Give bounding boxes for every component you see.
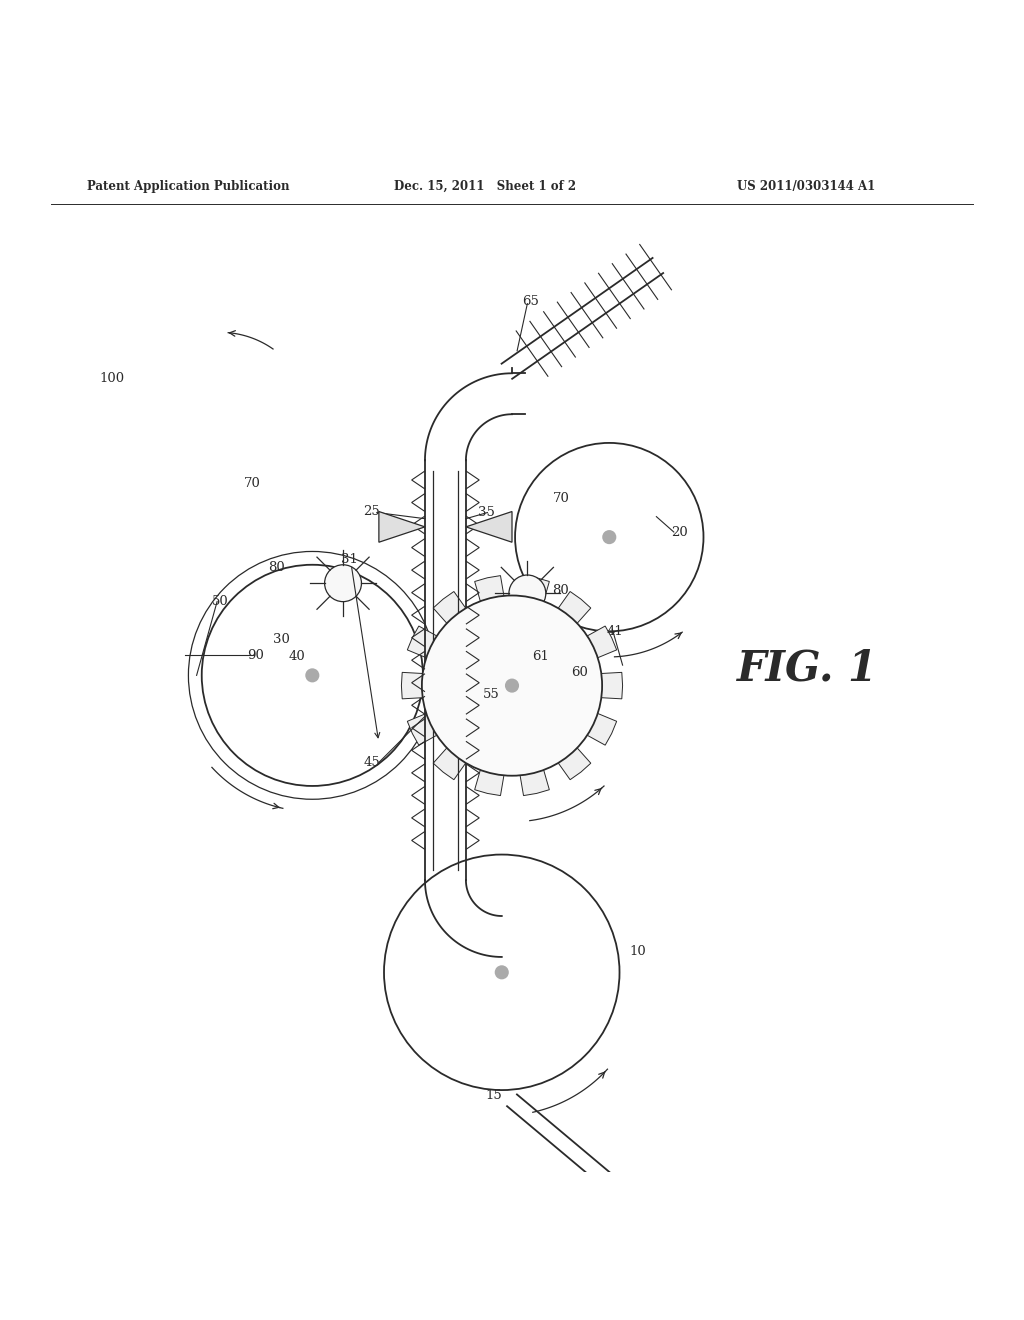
Polygon shape bbox=[558, 748, 591, 780]
Text: 80: 80 bbox=[552, 583, 568, 597]
Text: 80: 80 bbox=[268, 561, 285, 574]
Polygon shape bbox=[520, 576, 549, 601]
Text: 40: 40 bbox=[289, 651, 305, 664]
Polygon shape bbox=[587, 626, 616, 657]
Text: 30: 30 bbox=[273, 634, 290, 645]
Polygon shape bbox=[433, 591, 466, 623]
Polygon shape bbox=[433, 748, 466, 780]
Text: 60: 60 bbox=[571, 665, 588, 678]
Text: 70: 70 bbox=[553, 492, 569, 504]
Polygon shape bbox=[408, 626, 437, 657]
Polygon shape bbox=[520, 770, 549, 796]
Text: 31: 31 bbox=[341, 553, 357, 566]
Text: 10: 10 bbox=[630, 945, 646, 958]
Text: 45: 45 bbox=[364, 756, 380, 768]
Text: 35: 35 bbox=[478, 506, 495, 519]
Circle shape bbox=[506, 680, 518, 692]
Polygon shape bbox=[601, 672, 623, 698]
Text: Dec. 15, 2011   Sheet 1 of 2: Dec. 15, 2011 Sheet 1 of 2 bbox=[394, 180, 577, 193]
Text: 55: 55 bbox=[483, 688, 500, 701]
Circle shape bbox=[603, 531, 615, 544]
Polygon shape bbox=[587, 713, 616, 746]
Text: US 2011/0303144 A1: US 2011/0303144 A1 bbox=[737, 180, 876, 193]
Polygon shape bbox=[558, 591, 591, 623]
Text: 15: 15 bbox=[485, 1089, 502, 1102]
Text: 90: 90 bbox=[247, 649, 263, 663]
Text: 41: 41 bbox=[606, 624, 623, 638]
Circle shape bbox=[422, 595, 602, 776]
Circle shape bbox=[496, 966, 508, 978]
Text: Patent Application Publication: Patent Application Publication bbox=[87, 180, 290, 193]
Circle shape bbox=[325, 565, 361, 602]
Polygon shape bbox=[466, 512, 512, 543]
Polygon shape bbox=[408, 713, 437, 746]
Text: 65: 65 bbox=[522, 296, 539, 308]
Text: 100: 100 bbox=[99, 372, 125, 385]
Text: FIG. 1: FIG. 1 bbox=[737, 648, 879, 689]
Circle shape bbox=[306, 669, 318, 681]
Text: 20: 20 bbox=[671, 525, 687, 539]
Polygon shape bbox=[401, 672, 423, 698]
Polygon shape bbox=[475, 576, 504, 601]
Text: 61: 61 bbox=[532, 651, 549, 664]
Polygon shape bbox=[475, 770, 504, 796]
Polygon shape bbox=[379, 512, 425, 543]
Text: 50: 50 bbox=[212, 595, 228, 609]
Circle shape bbox=[509, 576, 546, 612]
Text: 70: 70 bbox=[244, 478, 260, 490]
Text: 25: 25 bbox=[364, 506, 380, 517]
